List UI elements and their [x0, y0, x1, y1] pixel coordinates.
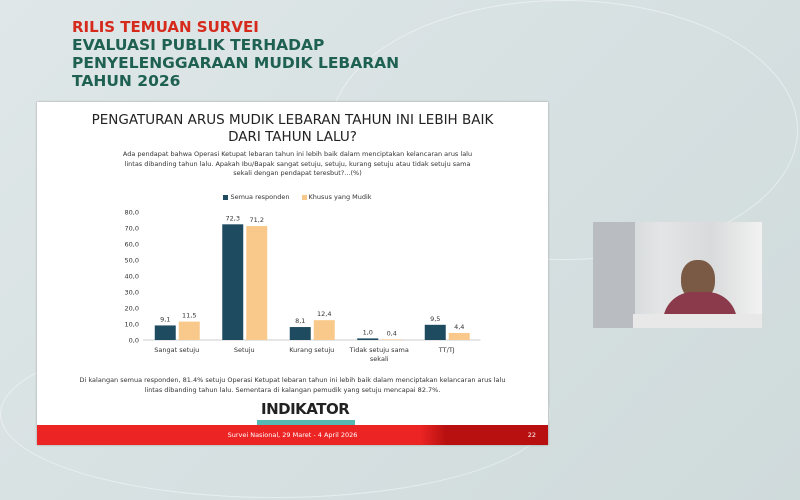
y-tick-label: 50,0 — [125, 257, 139, 265]
x-tick-label: Kurang setuju — [289, 346, 334, 354]
logo-underline — [257, 420, 355, 425]
y-tick-label: 10,0 — [125, 321, 139, 329]
bar — [381, 339, 403, 340]
x-tick-label: sekali — [370, 355, 389, 363]
header-kicker: RILIS TEMUAN SURVEI — [72, 18, 259, 36]
bar — [222, 224, 244, 340]
x-tick-label: Setuju — [234, 346, 255, 354]
bar — [448, 332, 470, 340]
y-tick-label: 20,0 — [125, 305, 139, 313]
bar — [357, 338, 379, 340]
x-tick-label: TT/TJ — [438, 346, 455, 354]
legend-swatch — [301, 194, 307, 200]
header-title-line: PENYELENGGARAAN MUDIK LEBARAN — [72, 54, 400, 72]
bar — [178, 321, 200, 340]
y-tick-label: 80,0 — [125, 209, 139, 217]
bar — [313, 320, 335, 340]
y-tick-label: 70,0 — [125, 225, 139, 233]
bar — [289, 327, 311, 340]
bar — [246, 226, 268, 340]
data-label: 72,3 — [226, 214, 240, 222]
page-number: 22 — [527, 431, 536, 439]
legend-label: Semua responden — [230, 193, 290, 201]
data-label: 9,5 — [430, 315, 440, 323]
y-tick-label: 0,0 — [129, 337, 139, 345]
data-label: 4,4 — [454, 323, 464, 331]
data-label: 8,1 — [295, 317, 305, 325]
footer-survey-date: Survei Nasional, 29 Maret - 4 April 2026 — [227, 431, 358, 439]
header-title-line: EVALUASI PUBLIK TERHADAP — [72, 36, 325, 54]
survey-question: Ada pendapat bahwa Operasi Ketupat lebar… — [122, 150, 473, 177]
data-label: 0,4 — [387, 329, 397, 337]
bookshelf — [593, 222, 635, 328]
header-title-line: TAHUN 2026 — [72, 72, 181, 90]
legend-swatch — [223, 194, 229, 200]
broadcast-header: RILIS TEMUAN SURVEI EVALUASI PUBLIK TERH… — [72, 18, 399, 90]
legend-label: Khusus yang Mudik — [308, 193, 372, 201]
bar — [424, 324, 446, 340]
data-label: 9,1 — [160, 315, 170, 323]
desk — [633, 314, 762, 328]
data-label: 1,0 — [363, 328, 373, 336]
slide-footer: Survei Nasional, 29 Maret - 4 April 2026… — [37, 425, 548, 445]
y-tick-label: 60,0 — [125, 241, 139, 249]
y-tick-label: 40,0 — [125, 273, 139, 281]
x-tick-label: Sangat setuju — [154, 346, 199, 354]
bar-chart: 0,0 10,0 20,0 30,0 40,0 50,0 60,0 70,0 80,0 9,1 11… — [125, 209, 481, 363]
chart-legend: Semua responden Khusus yang Mudik — [37, 193, 548, 201]
data-label: 12,4 — [317, 310, 331, 318]
slide-title-line: DARI TAHUN LALU? — [228, 129, 357, 145]
indikator-logo: INDIKATOR — [261, 400, 350, 418]
y-tick-label: 30,0 — [125, 289, 139, 297]
data-label: 71,2 — [250, 216, 264, 224]
slide-title: PENGATURAN ARUS MUDIK LEBARAN TAHUN INI … — [37, 112, 548, 146]
x-tick-label: Tidak setuju sama — [349, 346, 409, 354]
data-label: 11,5 — [182, 312, 196, 320]
slide-note: Di kalangan semua responden, 81.4% setuj… — [79, 376, 506, 394]
speaker-video — [593, 222, 762, 328]
bar — [154, 325, 176, 340]
slide-title-line: PENGATURAN ARUS MUDIK LEBARAN TAHUN INI … — [91, 112, 494, 128]
presentation-slide: PENGATURAN ARUS MUDIK LEBARAN TAHUN INI … — [37, 102, 548, 445]
